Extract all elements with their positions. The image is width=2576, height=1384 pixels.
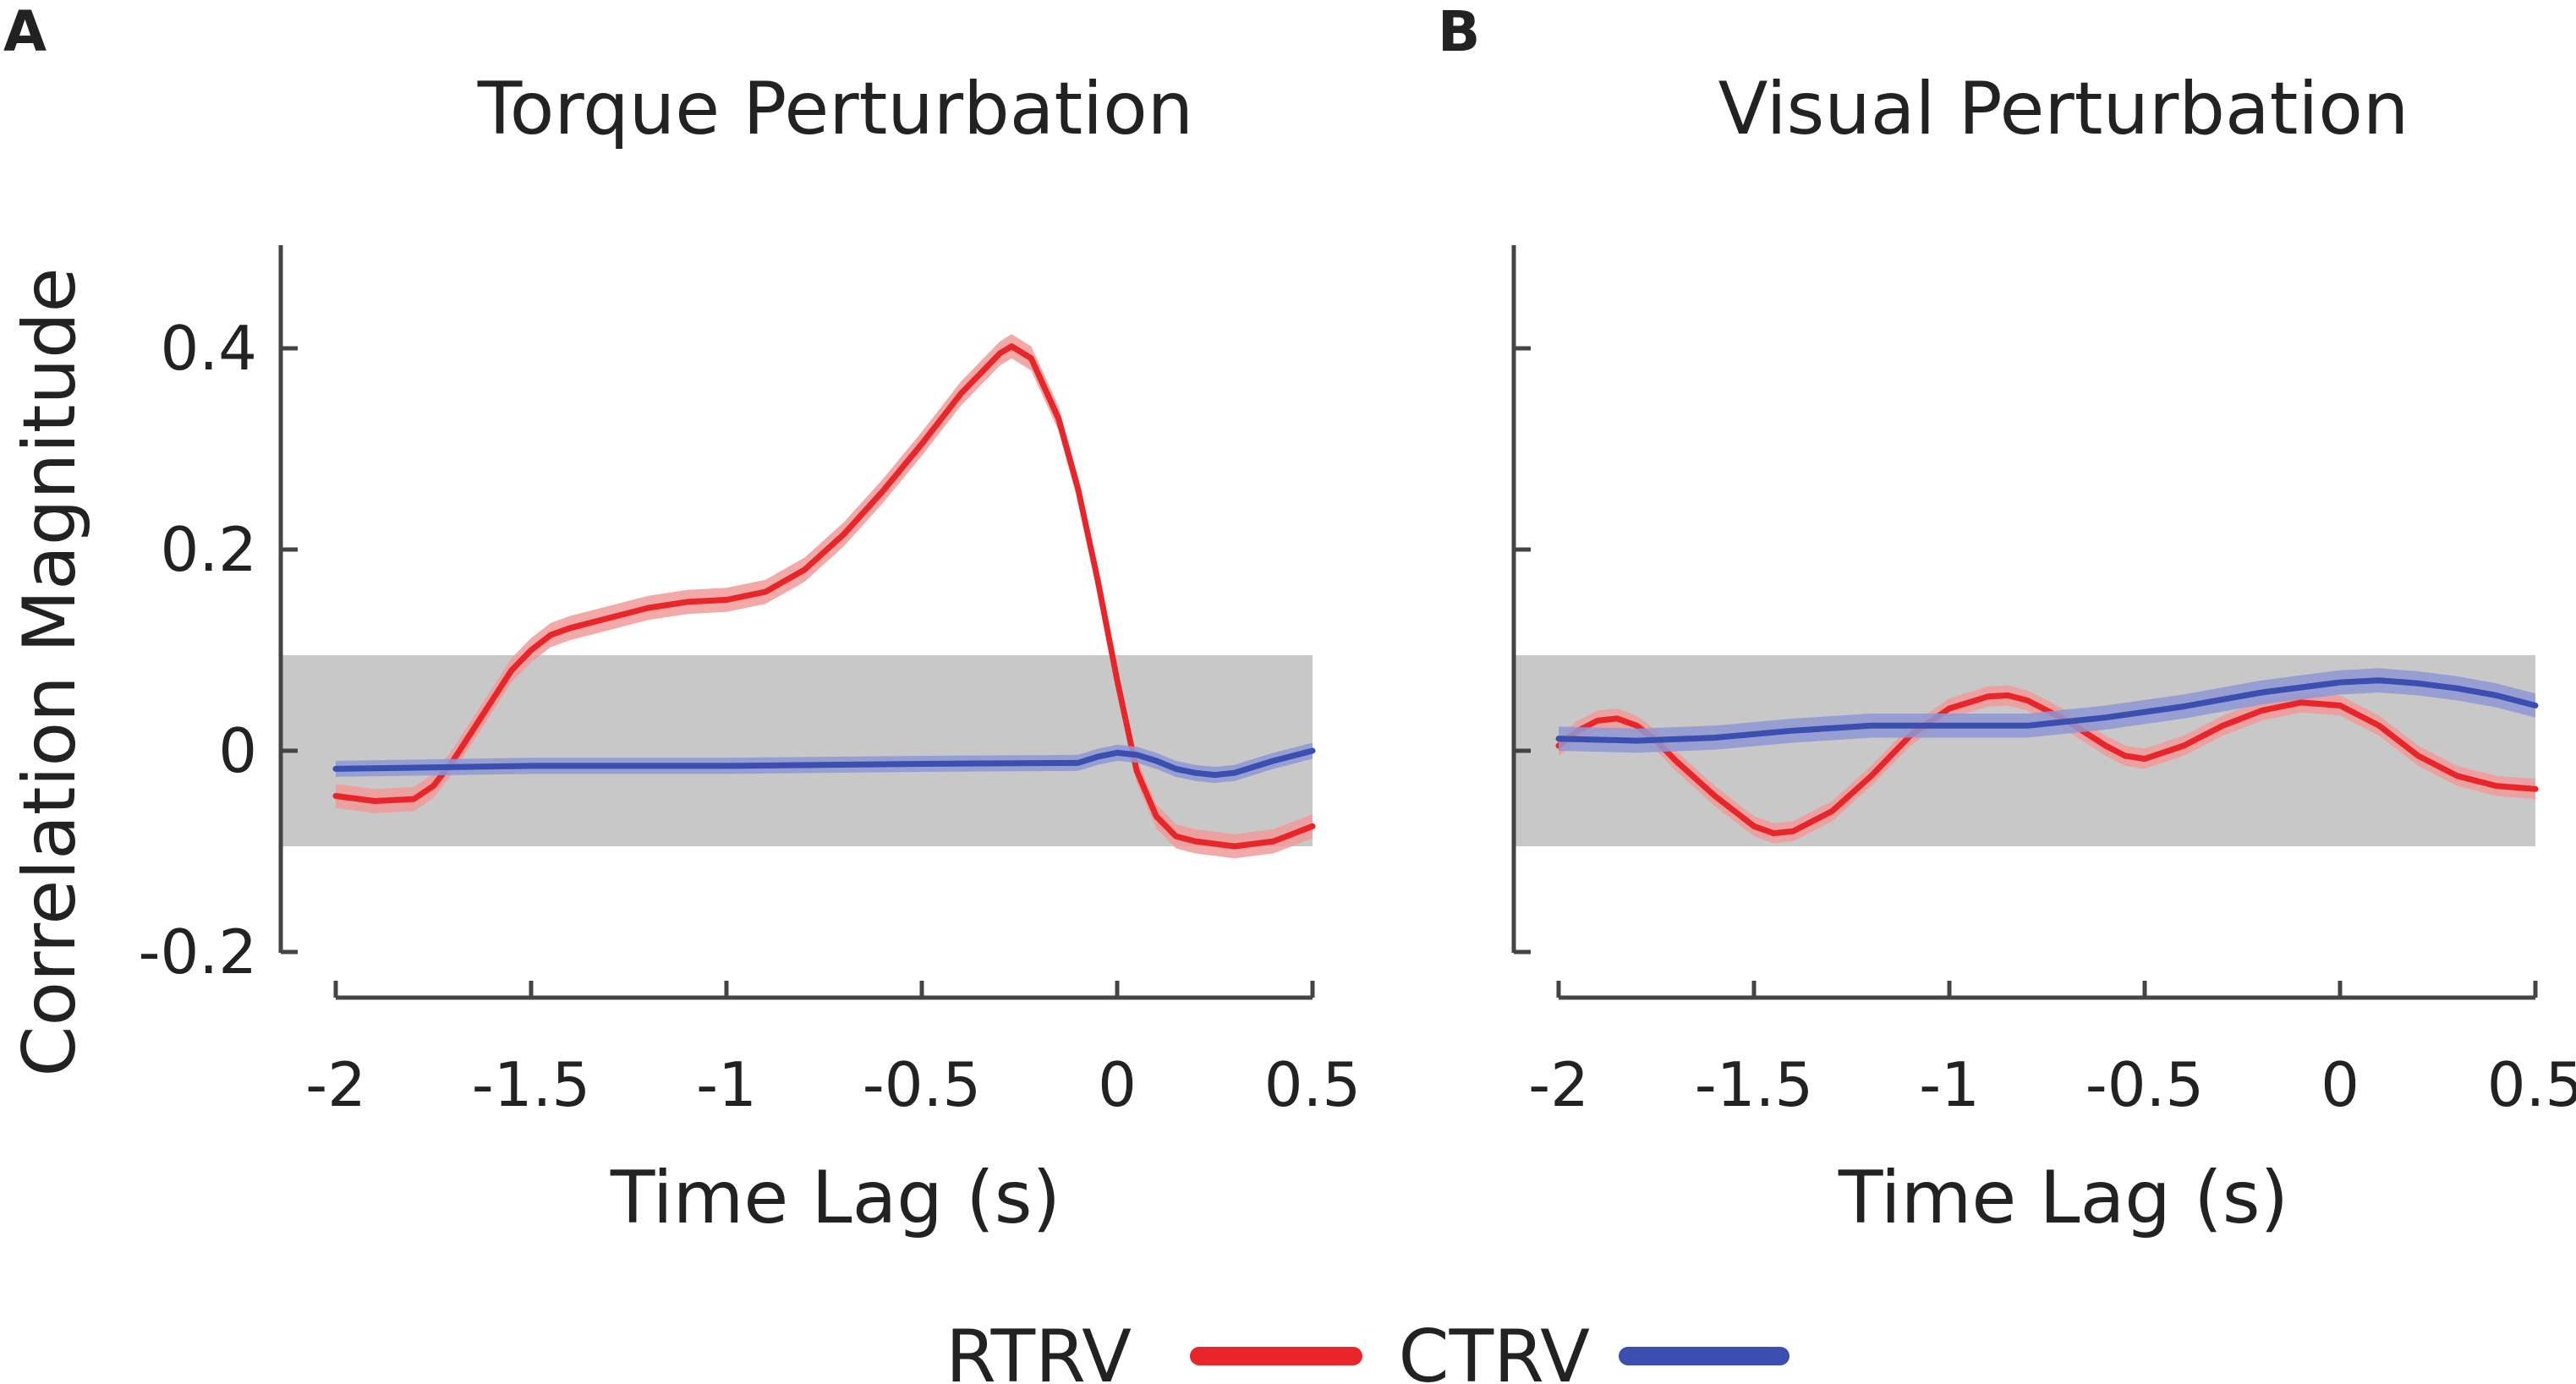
x-tick-label: -1 — [1919, 1049, 1980, 1120]
series-line-rtrv — [332, 343, 1316, 850]
legend-label-ctrv: CTRV — [1399, 1315, 1591, 1384]
y-tick-label: 0.2 — [160, 514, 257, 585]
series-line-ctrv — [332, 747, 1316, 779]
plot-area-a: -0.2 0 0.2 0.4 -2 -1.5 -1 -0.5 0 0.5 — [139, 245, 1362, 1120]
plot-area-b: -2 -1.5 -1 -0.5 0 0.5 — [1511, 245, 2576, 1120]
panel-visual-perturbation: B Visual Perturbation Time Lag (s) -2 -1.… — [1438, 0, 2576, 1240]
x-axis-label-a: Time Lag (s) — [610, 1156, 1061, 1240]
y-tick-label: -0.2 — [139, 916, 257, 987]
x-tick-label: 0.5 — [1264, 1049, 1362, 1120]
legend: RTRV CTRV — [945, 1315, 1789, 1384]
x-tick-label: 0 — [2321, 1049, 2360, 1120]
x-tick-label: -1.5 — [472, 1049, 590, 1120]
y-axis-label-a: Correlation Magnitude — [8, 267, 92, 1076]
legend-label-rtrv: RTRV — [945, 1315, 1132, 1384]
x-tick-label: -1.5 — [1695, 1049, 1813, 1120]
x-tick-label: -0.5 — [863, 1049, 981, 1120]
x-tick-label: -2 — [305, 1049, 366, 1120]
x-tick-label: -1 — [696, 1049, 757, 1120]
panel-letter-a: A — [3, 0, 47, 64]
series-line-ctrv — [1555, 677, 2539, 744]
panel-letter-b: B — [1438, 0, 1480, 64]
panel-torque-perturbation: A Torque Perturbation Correlation Magnit… — [3, 0, 1361, 1240]
chart-title-b: Visual Perturbation — [1718, 67, 2409, 151]
x-tick-label: 0.5 — [2487, 1049, 2576, 1120]
x-tick-label: -2 — [1528, 1049, 1589, 1120]
x-tick-label: 0 — [1098, 1049, 1137, 1120]
x-axis-label-b: Time Lag (s) — [1838, 1156, 2288, 1240]
y-tick-label: 0 — [218, 715, 257, 786]
series-band-rtrv — [336, 334, 1313, 859]
chart-title-a: Torque Perturbation — [477, 67, 1193, 151]
y-tick-label: 0.4 — [160, 313, 257, 384]
x-tick-label: -0.5 — [2085, 1049, 2204, 1120]
